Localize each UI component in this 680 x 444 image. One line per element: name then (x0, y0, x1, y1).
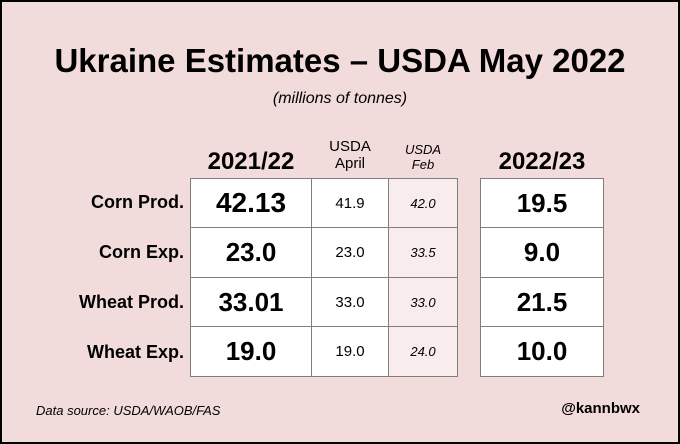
row-label-corn-prod: Corn Prod. (91, 192, 184, 212)
cell-wheat-prod-2021-22: 33.01 (190, 277, 312, 327)
column-header-usda-feb: USDA Feb (388, 142, 458, 172)
cell-wheat-exp-2022-23: 10.0 (480, 326, 604, 377)
chart-subtitle: (millions of tonnes) (272, 90, 408, 107)
column-header-usda-april-line1: USDA (329, 138, 371, 155)
row-label-wheat-exp: Wheat Exp. (86, 342, 184, 362)
column-header-usda-april: USDA April (312, 138, 388, 172)
cell-corn-prod-2021-22: 42.13 (190, 178, 312, 228)
chart-title: Ukraine Estimates – USDA May 2022 (54, 42, 626, 79)
row-label-corn-exp: Corn Exp. (98, 242, 184, 262)
cell-wheat-exp-2021-22: 19.0 (190, 326, 312, 377)
cell-wheat-exp-feb: 24.0 (388, 326, 458, 377)
cell-wheat-prod-feb: 33.0 (388, 277, 458, 327)
author-handle: @kannbwx (561, 400, 640, 417)
cell-corn-prod-april: 41.9 (311, 178, 389, 228)
cell-corn-exp-feb: 33.5 (388, 227, 458, 278)
column-header-2022-23: 2022/23 (498, 148, 586, 175)
cell-corn-exp-2022-23: 9.0 (480, 227, 604, 278)
data-source-note: Data source: USDA/WAOB/FAS (36, 403, 221, 418)
cell-wheat-prod-2022-23: 21.5 (480, 277, 604, 327)
column-header-usda-april-line2: April (334, 155, 365, 172)
column-header-2021-22: 2021/22 (207, 148, 295, 175)
cell-wheat-prod-april: 33.0 (311, 277, 389, 327)
cell-corn-prod-2022-23: 19.5 (480, 178, 604, 228)
cell-corn-prod-feb: 42.0 (388, 178, 458, 228)
cell-corn-exp-april: 23.0 (311, 227, 389, 278)
cell-corn-exp-2021-22: 23.0 (190, 227, 312, 278)
column-header-usda-feb-line2: Feb (411, 157, 435, 172)
cell-wheat-exp-april: 19.0 (311, 326, 389, 377)
column-header-usda-feb-line1: USDA (404, 142, 442, 157)
row-label-wheat-prod: Wheat Prod. (78, 292, 184, 312)
